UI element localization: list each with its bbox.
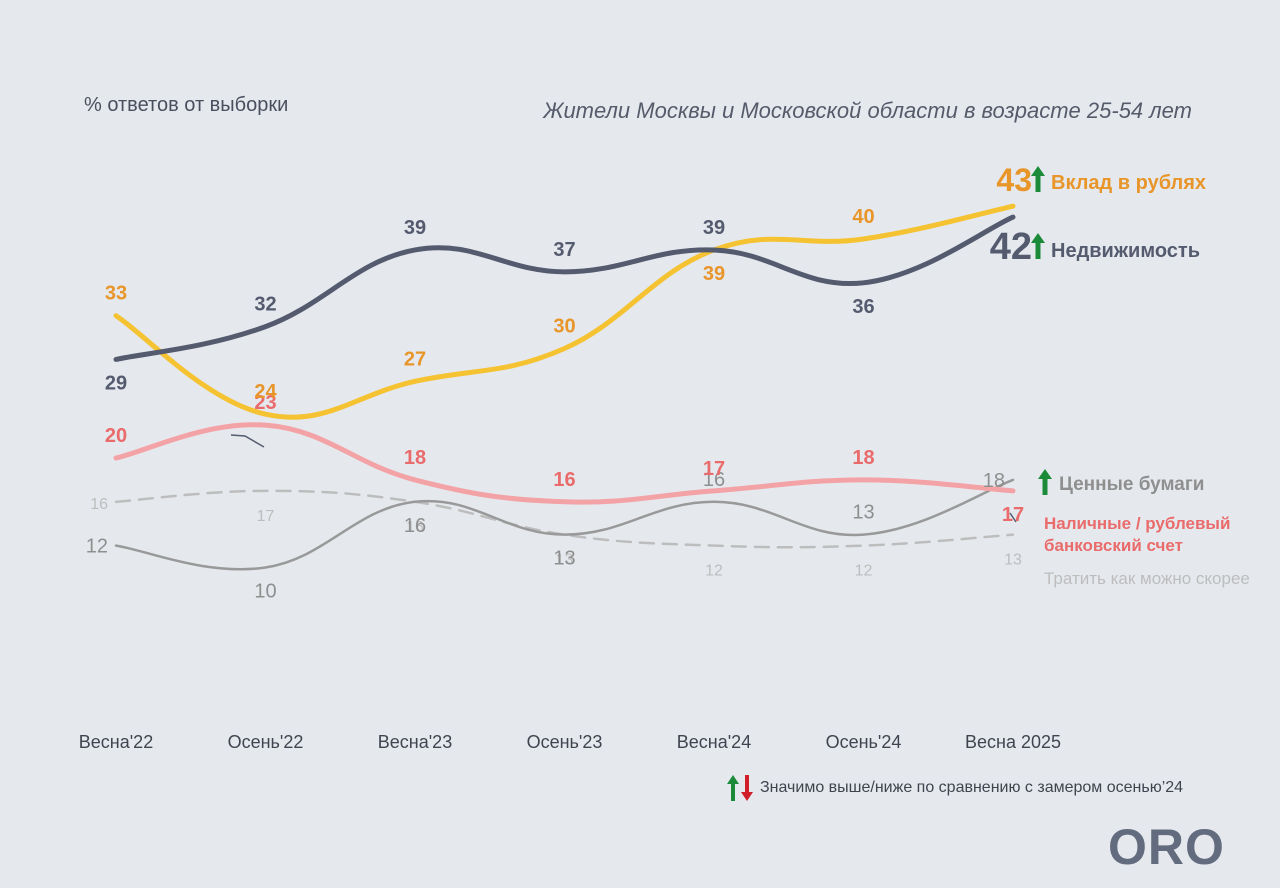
data-label-cash: 23 [254,392,276,414]
data-label-securities: 12 [86,536,108,558]
data-label-deposit: 27 [404,348,426,370]
end-value-deposit: 43 [996,162,1032,198]
series-name-realty: Недвижимость [1051,240,1200,262]
data-label-realty: 29 [105,372,127,394]
data-label-securities: 16 [404,515,426,537]
up-down-arrows-icon [727,775,753,801]
series-line-securities [114,478,1015,571]
y-axis-unit-label: % ответов от выборки [84,94,289,116]
label-leader-line [230,434,265,448]
series-lines [113,203,1017,571]
up-arrow-icon [1031,166,1045,192]
x-tick-label: Осень'23 [527,732,603,752]
data-label-spend: 13 [556,552,574,569]
series-name-deposit: Вклад в рублях [1051,172,1206,194]
oro-logo: ORO [1108,819,1225,875]
data-label-deposit: 24 [254,381,277,403]
chart-title: Жители Москвы и Московской области в воз… [543,98,1192,123]
x-tick-label: Весна'22 [79,732,153,752]
data-label-cash: 17 [1002,504,1024,526]
data-label-cash: 18 [404,447,426,469]
data-label-spend: 17 [257,508,275,525]
data-label-realty: 37 [553,239,575,261]
data-label-cash: 18 [852,447,874,469]
series-end-labels: 43 Вклад в рублях 42 Недвижимость Ценные бум… [990,162,1250,588]
data-label-realty: 32 [254,294,276,316]
series-line-cash [113,422,1016,505]
data-label-realty: 39 [703,217,725,239]
series-line-spend [114,489,1015,549]
x-tick-label: Весна'24 [677,732,751,752]
series-name-securities: Ценные бумаги [1059,474,1204,495]
x-tick-label: Осень'22 [228,732,304,752]
data-label-spend: 16 [406,519,424,536]
x-tick-label: Весна 2025 [965,732,1061,752]
series-name-spend: Тратить как можно скорее [1044,569,1250,588]
data-label-cash: 20 [105,425,127,447]
up-arrow-icon [1038,469,1052,495]
x-axis-tick-labels: Весна'22 Осень'22 Весна'23 Осень'23 Весна'24… [79,732,1061,752]
x-tick-label: Осень'24 [826,732,902,752]
data-label-spend: 16 [90,496,108,513]
data-label-deposit: 39 [703,263,725,285]
label-leader-line [1009,512,1017,523]
series-line-realty [113,214,1016,362]
data-label-securities: 18 [983,470,1005,492]
data-label-deposit: 33 [105,283,127,305]
end-value-realty: 42 [990,226,1032,268]
data-label-realty: 36 [852,296,874,318]
data-label-realty: 39 [404,217,426,239]
series-name-cash: Наличные / рублевый [1044,514,1230,533]
significance-legend-text: Значимо выше/ниже по сравнению с замером… [760,779,1184,796]
x-tick-label: Весна'23 [378,732,452,752]
series-name-cash: банковский счет [1044,536,1183,555]
up-arrow-icon [1031,233,1045,259]
significance-legend: Значимо выше/ниже по сравнению с замером… [726,774,1183,802]
data-label-securities: 13 [852,502,874,524]
data-label-spend: 13 [1004,552,1022,569]
data-label-securities: 13 [553,548,575,570]
data-label-spend: 12 [705,563,723,580]
data-label-deposit: 30 [553,316,575,338]
data-label-spend: 12 [855,563,873,580]
data-label-cash: 16 [553,469,575,491]
data-label-securities: 10 [254,581,276,603]
data-label-securities: 16 [703,469,725,491]
series-line-deposit [113,203,1016,420]
data-label-deposit: 40 [852,206,874,228]
data-label-cash: 17 [703,458,725,480]
